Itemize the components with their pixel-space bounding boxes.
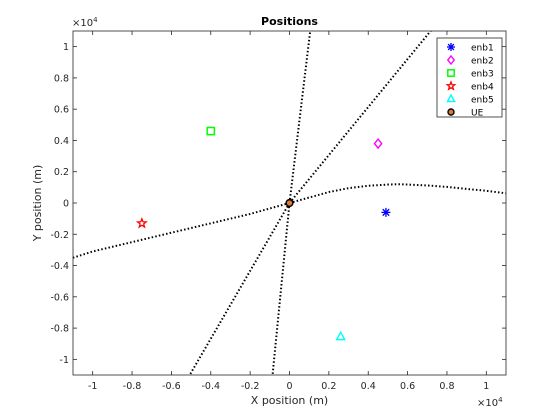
x-tick-label: -0.4 <box>201 381 220 392</box>
y-tick-label: -0.4 <box>50 261 69 272</box>
dotted-lines-layer <box>73 31 506 375</box>
y-tick-label: 0.4 <box>54 136 69 147</box>
legend-label: enb4 <box>471 83 494 93</box>
dotted-line <box>288 31 432 204</box>
dotted-line <box>288 31 312 204</box>
y-tick-label: 0 <box>63 199 69 210</box>
x-tick-label: 0.6 <box>400 381 415 392</box>
x-tick-label: 0.8 <box>439 381 454 392</box>
legend-box <box>436 37 503 118</box>
legend-label: enb1 <box>471 44 494 54</box>
legend-label: enb3 <box>471 70 494 80</box>
legend-label: enb5 <box>471 96 494 106</box>
marker-enb1 <box>381 207 391 217</box>
dotted-line <box>73 202 290 259</box>
marker-enb4 <box>135 216 148 229</box>
y-tick-label: -0.8 <box>50 324 69 335</box>
y-tick-label: 0.8 <box>54 73 69 84</box>
x-tick-label: 0 <box>286 381 292 392</box>
legend-marker-enb5 <box>446 93 456 103</box>
dotted-line <box>289 183 506 204</box>
legend-marker-enb3 <box>447 69 455 77</box>
marker-ue <box>285 198 294 208</box>
legend-marker-enb1 <box>447 43 455 51</box>
x-tick-label: 0.2 <box>321 381 336 392</box>
x-tick-label: -0.2 <box>241 381 260 392</box>
y-exponent: ×104 <box>72 16 98 29</box>
chart-title: Positions <box>261 15 318 28</box>
y-tick-label: 0.2 <box>54 167 69 178</box>
y-tick-label: -0.2 <box>50 230 69 241</box>
x-tick-label: -0.6 <box>162 381 181 392</box>
x-axis-label: X position (m) <box>251 394 328 407</box>
y-axis-label: Y position (m) <box>31 165 44 243</box>
legend-marker-ue <box>447 108 455 116</box>
marker-enb5 <box>335 330 346 341</box>
x-tick-label: 1 <box>483 381 489 392</box>
x-tick-label: -1 <box>88 381 97 392</box>
x-tick-label: 0.4 <box>361 381 376 392</box>
y-ticks-layer: -1 -0.8 -0.6 -0.4 -0.2 0 0.2 0.4 0.6 0.8 1 <box>50 42 506 366</box>
y-tick-label: 0.6 <box>54 105 69 116</box>
legend-label: UE <box>471 109 484 119</box>
x-tick-label: -0.8 <box>123 381 142 392</box>
dotted-line <box>188 202 291 375</box>
marker-enb2 <box>373 137 383 150</box>
markers-layer <box>135 126 391 341</box>
dotted-line <box>271 202 291 375</box>
marker-enb3 <box>206 126 216 136</box>
legend-label: enb2 <box>471 57 494 67</box>
legend-marker-enb4 <box>445 80 457 91</box>
y-tick-label: -1 <box>60 355 69 366</box>
y-tick-label: -0.6 <box>50 292 69 303</box>
x-exponent: ×104 <box>477 396 503 409</box>
legend-marker-enb2 <box>446 54 456 66</box>
legend: enb1 enb2 enb3 enb4 enb5 UE <box>436 37 503 119</box>
y-tick-label: 1 <box>63 42 69 53</box>
x-ticks-layer: -1 -0.8 -0.6 -0.4 -0.2 0 0.2 0.4 0.6 0.8 1 <box>88 31 489 392</box>
